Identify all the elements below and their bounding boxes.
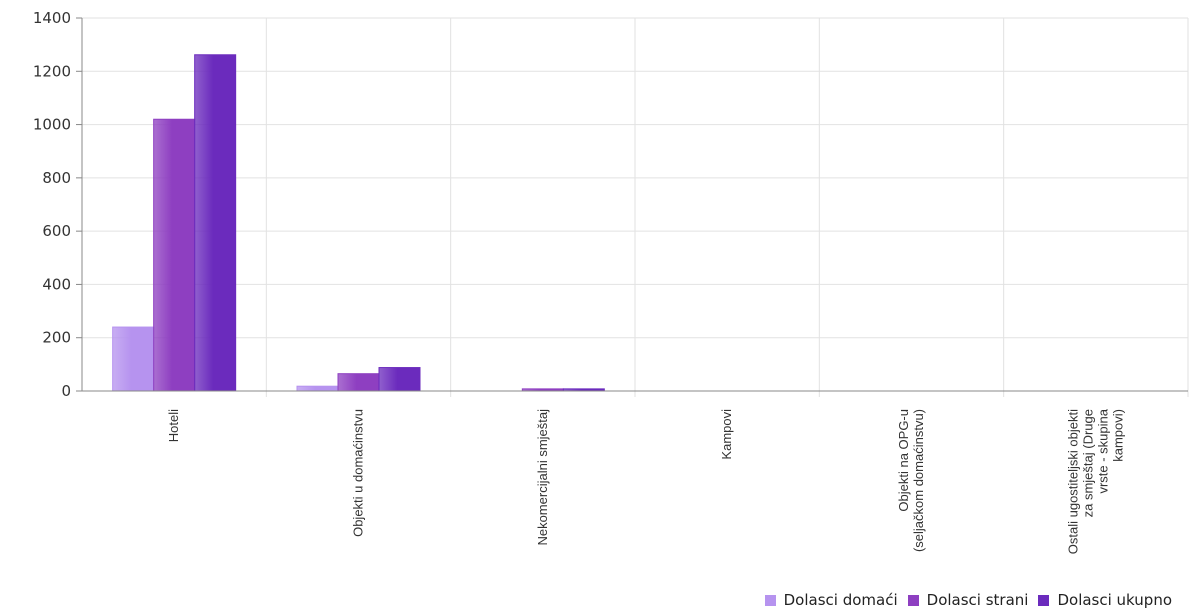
y-tick-label: 1200 [33,62,71,80]
bar[interactable] [296,385,339,392]
bar[interactable] [112,326,155,392]
bar-chart: 0 200 400 600 800 1000 1200 1400 Hoteli Objekti … [33,9,1189,554]
bars [112,54,605,392]
axes [81,18,1188,392]
x-tick-label: Nekomercijalni smještaj [535,409,550,546]
legend-swatch [764,594,776,606]
legend-swatch [1038,594,1050,606]
y-tick-label: 600 [42,222,71,240]
x-tick-label: Objekti u domaćinstvu [351,409,366,537]
legend-item-domaci[interactable]: Dolasci domaći [764,591,898,609]
grid-lines [82,17,1189,397]
y-tick-labels: 0 200 400 600 800 1000 1200 1400 [33,9,82,400]
legend-item-strani[interactable]: Dolasci strani [907,591,1029,609]
x-tick-labels: Hoteli Objekti u domaćinstvu Nekomercijaln… [166,408,1125,554]
bar[interactable] [337,373,380,392]
x-tick-label: Ostali ugostiteljski objektiza smještaj … [1065,408,1125,554]
y-tick-label: 1400 [33,9,71,27]
y-tick-label: 400 [42,275,71,293]
legend: Dolasci domaći Dolasci strani Dolasci uk… [764,591,1172,609]
legend-label: Dolasci strani [926,591,1029,609]
bar[interactable] [194,54,237,392]
y-tick-label: 1000 [33,116,71,134]
x-tick-label: Objekti na OPG-u(seljačkom domaćinstvu) [896,409,926,552]
y-tick-label: 800 [42,169,71,187]
y-tick-label: 0 [61,382,71,400]
y-tick-label: 200 [42,329,71,347]
legend-label: Dolasci ukupno [1057,591,1172,609]
legend-swatch [907,594,919,606]
x-tick-label: Hoteli [166,409,181,442]
bar[interactable] [378,367,421,392]
x-tick-label: Kampovi [719,409,734,460]
bar[interactable] [153,118,196,392]
legend-item-ukupno[interactable]: Dolasci ukupno [1038,591,1172,609]
legend-label: Dolasci domaći [783,591,898,609]
